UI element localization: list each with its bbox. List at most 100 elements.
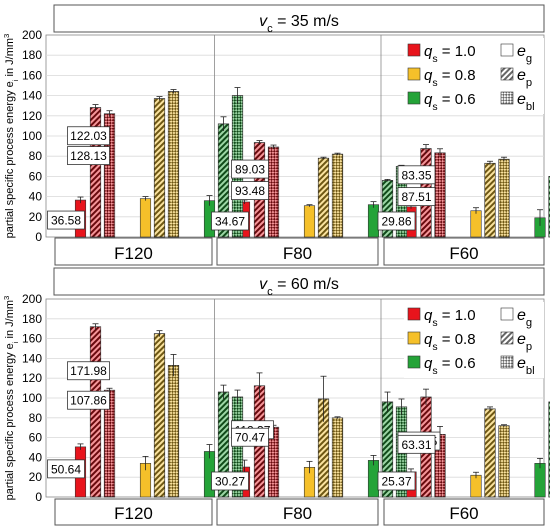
legend-label: qs = 1.0 bbox=[424, 43, 476, 65]
bar bbox=[534, 463, 546, 498]
data-label-box bbox=[397, 187, 436, 207]
data-label: 63.31 bbox=[401, 438, 431, 452]
category-box bbox=[216, 237, 379, 266]
data-label-box bbox=[397, 434, 436, 454]
bar-pattern bbox=[498, 425, 510, 498]
legend-box bbox=[404, 302, 544, 378]
chart-panel-1: vc = 35 m/s 0 20 40 60 80 100 120 140 160 180 200 36… bbox=[2, 4, 550, 266]
chart-panel-2: vc = 60 m/s 0 20 40 60 80 100 120 140 160 180 200 50… bbox=[2, 267, 550, 526]
data-label-box bbox=[67, 146, 110, 165]
data-label-box bbox=[67, 390, 110, 410]
legend-swatch bbox=[407, 91, 421, 105]
legend-label: eg bbox=[517, 43, 532, 65]
data-label: 70.47 bbox=[235, 431, 265, 445]
y-tick-label: 180 bbox=[22, 312, 42, 326]
y-axis-label: partial specific process energy ei in J/… bbox=[2, 296, 20, 501]
data-label: 34.67 bbox=[215, 215, 245, 229]
legend-pattern-swatch bbox=[500, 307, 514, 321]
category-box bbox=[54, 498, 213, 526]
chart-title-box bbox=[53, 4, 545, 33]
data-label-box bbox=[377, 211, 416, 231]
y-tick-label: 0 bbox=[35, 230, 42, 244]
data-label-box bbox=[377, 471, 416, 491]
data-label: 122.03 bbox=[70, 129, 107, 143]
legend-label: qs = 1.0 bbox=[424, 307, 476, 329]
y-tick-label: 120 bbox=[22, 109, 42, 123]
legend-pattern-swatch bbox=[500, 355, 514, 369]
legend-label: qs = 0.8 bbox=[424, 67, 476, 89]
category-label: F120 bbox=[114, 244, 153, 263]
bar-pattern bbox=[89, 326, 102, 498]
bar-pattern bbox=[331, 153, 344, 238]
y-tick-label: 160 bbox=[22, 332, 42, 346]
y-tick-label: 200 bbox=[22, 28, 42, 42]
y-tick-label: 140 bbox=[22, 89, 42, 103]
category-label: F80 bbox=[283, 244, 312, 263]
legend-swatch bbox=[407, 331, 421, 345]
bar-pattern bbox=[167, 365, 180, 498]
data-label: 87.51 bbox=[401, 190, 431, 204]
data-label: 107.86 bbox=[70, 394, 107, 408]
data-label-box bbox=[67, 126, 110, 146]
legend-label: qs = 0.8 bbox=[424, 331, 476, 353]
bar bbox=[367, 204, 380, 238]
data-label: 89.03 bbox=[235, 163, 265, 177]
data-label-box bbox=[231, 427, 269, 447]
legend-label: ebl bbox=[517, 355, 535, 377]
y-tick-label: 180 bbox=[22, 48, 42, 62]
y-tick-label: 60 bbox=[29, 169, 43, 183]
chart-title-box bbox=[53, 267, 545, 296]
y-tick-label: 20 bbox=[29, 470, 43, 484]
y-axis-label: partial specific process energy ei in J/… bbox=[2, 34, 20, 239]
bar bbox=[303, 205, 316, 238]
data-label-box bbox=[231, 181, 269, 200]
bar-pattern bbox=[267, 146, 280, 238]
data-label: 83.35 bbox=[401, 168, 431, 182]
category-box bbox=[216, 498, 379, 526]
legend-pattern-swatch bbox=[500, 67, 514, 81]
legend-swatch bbox=[407, 67, 421, 81]
legend-label: eg bbox=[517, 307, 532, 329]
chart-title: vc = 35 m/s bbox=[259, 13, 339, 35]
chart-title: vc = 60 m/s bbox=[259, 276, 339, 298]
legend-label: ep bbox=[517, 331, 532, 353]
category-box bbox=[54, 237, 213, 266]
data-label-box bbox=[47, 210, 85, 230]
y-tick-label: 200 bbox=[22, 292, 42, 306]
y-tick-label: 20 bbox=[29, 210, 43, 224]
legend-label: ebl bbox=[517, 91, 535, 113]
data-label-box bbox=[231, 159, 269, 179]
legend-pattern-swatch bbox=[500, 331, 514, 345]
y-tick-label: 80 bbox=[29, 411, 43, 425]
y-tick-label: 100 bbox=[22, 129, 42, 143]
y-tick-label: 0 bbox=[35, 490, 42, 504]
data-label: 50.64 bbox=[51, 462, 81, 476]
data-label-box bbox=[211, 471, 249, 491]
chart-layer: vc = 35 m/s02040608010012014016018020036… bbox=[2, 4, 550, 526]
bar bbox=[367, 460, 380, 498]
bar-pattern bbox=[498, 158, 510, 238]
y-tick-label: 140 bbox=[22, 351, 42, 365]
data-label-box bbox=[211, 211, 249, 231]
bar-pattern bbox=[153, 98, 166, 238]
category-label: F60 bbox=[449, 244, 478, 263]
data-label: 128.13 bbox=[70, 149, 107, 163]
y-tick-label: 40 bbox=[29, 190, 43, 204]
category-label: F80 bbox=[283, 504, 312, 523]
y-tick-label: 80 bbox=[29, 149, 43, 163]
data-label: 30.27 bbox=[215, 475, 245, 489]
legend-label: qs = 0.6 bbox=[424, 91, 476, 113]
legend-swatch bbox=[407, 355, 421, 369]
bar-pattern bbox=[548, 176, 550, 238]
y-tick-label: 100 bbox=[22, 391, 42, 405]
category-label: F60 bbox=[449, 504, 478, 523]
bar-pattern bbox=[167, 91, 180, 238]
category-box bbox=[383, 498, 545, 526]
bar-pattern bbox=[434, 152, 446, 238]
data-label-box bbox=[67, 361, 110, 381]
bar bbox=[470, 210, 482, 238]
data-label-box bbox=[47, 459, 85, 479]
bar-pattern bbox=[484, 162, 496, 238]
